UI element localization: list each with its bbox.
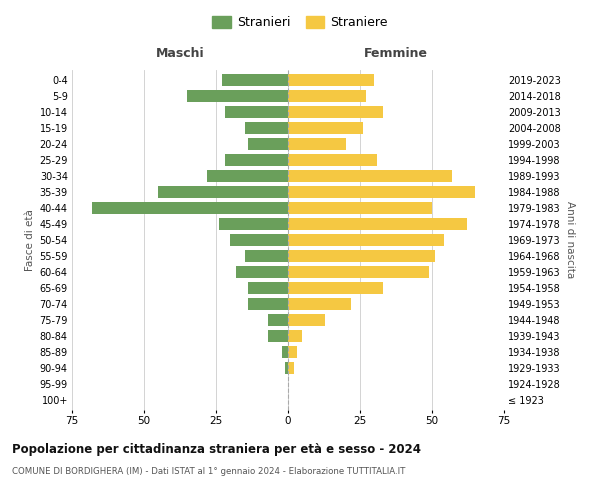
Bar <box>236 266 288 278</box>
Bar <box>288 138 346 150</box>
Bar <box>248 282 288 294</box>
Bar <box>158 186 288 198</box>
Bar <box>288 74 374 86</box>
Legend: Stranieri, Straniere: Stranieri, Straniere <box>207 11 393 34</box>
Bar <box>288 298 352 310</box>
Bar <box>288 170 452 182</box>
Bar <box>288 346 296 358</box>
Bar <box>288 154 377 166</box>
Bar <box>288 266 429 278</box>
Bar <box>245 250 288 262</box>
Text: Popolazione per cittadinanza straniera per età e sesso - 2024: Popolazione per cittadinanza straniera p… <box>12 442 421 456</box>
Bar <box>268 314 288 326</box>
Bar <box>208 170 288 182</box>
Bar <box>224 154 288 166</box>
Bar <box>288 362 294 374</box>
Bar <box>187 90 288 102</box>
Bar <box>248 298 288 310</box>
Text: COMUNE DI BORDIGHERA (IM) - Dati ISTAT al 1° gennaio 2024 - Elaborazione TUTTITA: COMUNE DI BORDIGHERA (IM) - Dati ISTAT a… <box>12 468 406 476</box>
Bar <box>245 122 288 134</box>
Bar <box>219 218 288 230</box>
Bar <box>288 106 383 118</box>
Bar <box>288 282 383 294</box>
Y-axis label: Fasce di età: Fasce di età <box>25 209 35 271</box>
Text: Femmine: Femmine <box>364 48 428 60</box>
Bar <box>288 218 467 230</box>
Bar <box>288 314 325 326</box>
Bar <box>288 90 366 102</box>
Bar <box>288 202 432 214</box>
Bar <box>92 202 288 214</box>
Bar <box>248 138 288 150</box>
Bar <box>282 346 288 358</box>
Y-axis label: Anni di nascita: Anni di nascita <box>565 202 575 278</box>
Bar <box>288 234 443 246</box>
Bar <box>285 362 288 374</box>
Bar <box>222 74 288 86</box>
Bar <box>230 234 288 246</box>
Bar <box>288 122 363 134</box>
Bar <box>288 250 435 262</box>
Bar <box>224 106 288 118</box>
Bar <box>288 330 302 342</box>
Bar <box>288 186 475 198</box>
Bar <box>268 330 288 342</box>
Text: Maschi: Maschi <box>155 48 205 60</box>
